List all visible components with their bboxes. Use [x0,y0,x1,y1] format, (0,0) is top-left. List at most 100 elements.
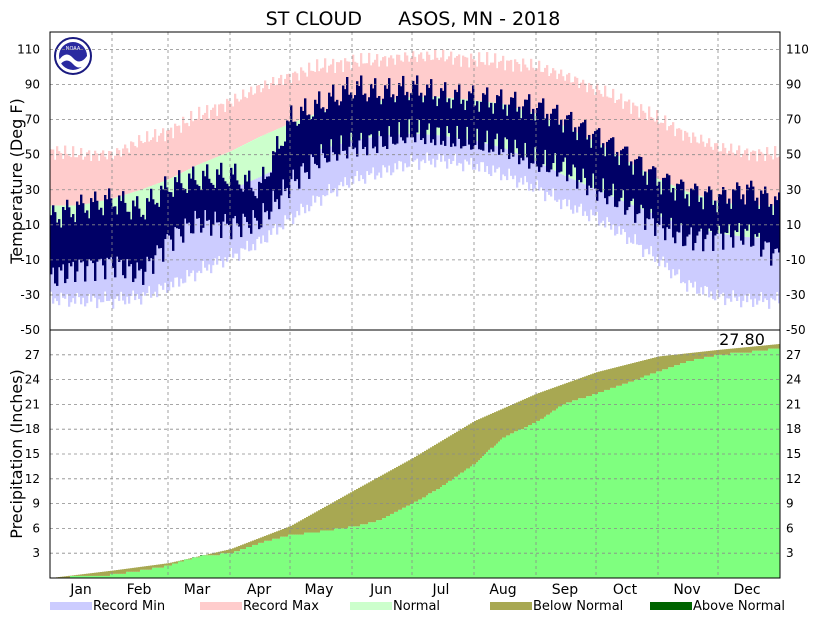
record-min-bar [766,238,769,301]
record-min-bar [396,134,399,170]
record-min-bar [58,238,61,306]
svg-text:NOAA: NOAA [66,46,81,52]
precip-observed-bar [232,553,235,578]
record-min-bar [196,200,199,273]
record-min-bar [404,134,407,164]
observed-temp-bar [548,126,551,173]
record-max-bar [628,99,631,163]
precip-below-normal-bar [540,392,543,419]
observed-temp-bar [190,178,193,234]
observed-temp-bar [708,186,711,229]
precip-observed-bar [400,509,403,578]
precip-below-normal-bar [244,543,247,550]
precip-below-normal-bar [236,546,239,552]
observed-temp-bar [506,115,509,140]
precip-observed-bar [112,573,115,578]
precip-below-normal-bar [506,406,509,436]
normal-bar [258,137,261,178]
record-max-bar [514,59,517,108]
precip-observed-bar [556,408,559,578]
precip-below-normal-bar [364,484,367,525]
observed-temp-bar [302,110,305,164]
observed-temp-bar [432,99,435,140]
record-min-bar [312,152,315,196]
observed-temp-bar [348,94,351,147]
precip-observed-bar [520,429,523,578]
precip-observed-bar [688,361,691,578]
record-max-bar [720,151,723,203]
precipitation-axis-label: Precipitation (Inches) [7,369,26,539]
observed-temp-bar [766,193,769,243]
record-min-bar [696,228,699,294]
observed-temp-bar [106,199,109,258]
record-max-bar [434,49,437,97]
record-min-bar [600,191,603,223]
observed-temp-bar [256,198,259,221]
record-max-bar [566,74,569,128]
record-max-bar [638,117,641,168]
precip-below-normal-bar [156,564,159,568]
record-min-bar [446,136,449,169]
precip-observed-bar [74,575,77,578]
record-max-bar [212,107,215,159]
record-max-bar [330,64,333,110]
record-max-bar [670,125,673,185]
precip-below-normal-bar [562,384,565,405]
record-max-bar [254,93,257,140]
precip-observed-bar [110,573,113,578]
precip-observed-bar [210,555,213,578]
normal-bar [222,154,225,193]
precip-below-normal-bar [692,352,695,361]
observed-temp-bar [556,104,559,177]
precip-below-normal-bar [646,359,649,376]
precip-tick-left: 24 [25,373,40,387]
observed-temp-bar [648,169,651,220]
record-max-bar [224,111,227,154]
precip-below-normal-bar [706,351,709,357]
record-max-bar [602,96,605,147]
record-max-bar [136,147,139,192]
observed-temp-bar [590,147,593,188]
record-min-bar [682,225,685,282]
record-max-bar [760,151,763,206]
precip-observed-bar [254,544,257,578]
precip-below-normal-bar [516,402,519,432]
precip-observed-bar [536,420,539,578]
record-max-bar [636,106,639,167]
observed-temp-bar [668,175,671,229]
record-max-bar [228,100,231,153]
precip-observed-bar [584,398,587,578]
precip-observed-bar [458,474,461,578]
record-min-bar [750,237,753,300]
record-max-bar [494,53,497,103]
record-max-bar [350,69,353,105]
precip-below-normal-bar [580,377,583,399]
precip-below-normal-bar [448,436,451,481]
precip-below-normal-bar [96,572,99,576]
record-min-bar [242,184,245,249]
precip-observed-bar [246,547,249,578]
record-max-bar [148,141,151,187]
precip-below-normal-bar [358,487,361,527]
record-max-bar [728,150,731,204]
precip-observed-bar [512,433,515,578]
precip-below-normal-bar [340,497,343,529]
precip-observed-bar [600,392,603,578]
precip-below-normal-bar [414,456,417,502]
record-max-bar [110,151,113,199]
record-max-bar [86,152,89,204]
record-min-bar [462,138,465,172]
record-max-bar [408,61,411,98]
record-max-bar [606,96,609,149]
observed-temp-bar [768,206,771,243]
record-max-bar [652,118,655,176]
record-min-bar [602,192,605,221]
observed-temp-bar [694,183,697,244]
record-max-bar [496,68,499,104]
record-min-bar [586,185,589,216]
record-max-bar [596,83,599,143]
precip-observed-bar [346,528,349,578]
observed-temp-bar [210,182,213,236]
record-min-bar [310,152,313,207]
record-min-bar [420,134,423,162]
